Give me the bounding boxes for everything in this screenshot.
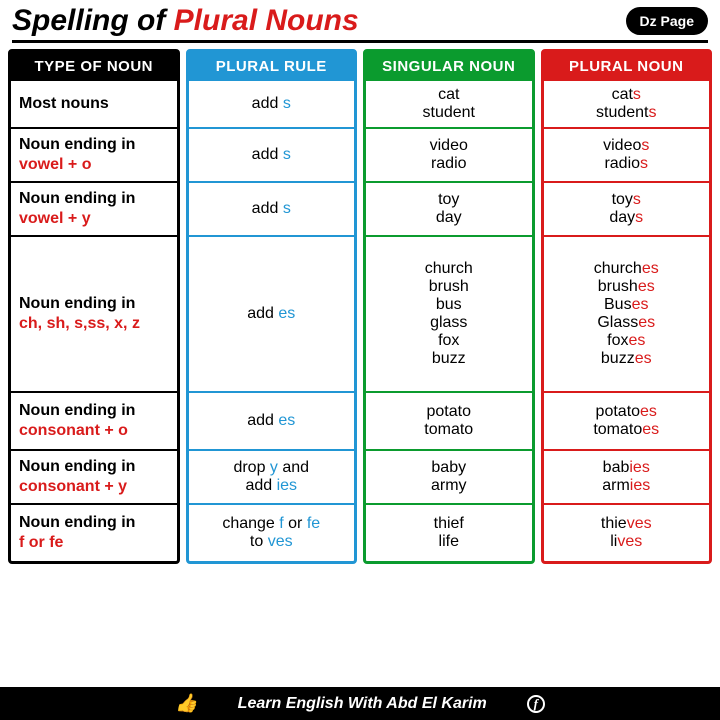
page-title: Spelling of Plural Nouns: [12, 4, 359, 38]
table: TYPE OF NOUN Most nounsNoun ending invow…: [0, 49, 720, 564]
singular-cell: babyarmy: [366, 451, 532, 505]
col-header: TYPE OF NOUN: [11, 52, 177, 81]
facebook-icon: f: [527, 695, 545, 713]
singular-cell: videoradio: [366, 129, 532, 183]
singular-cell: churchbrushbusglassfoxbuzz: [366, 237, 532, 393]
page-badge: Dz Page: [626, 7, 708, 35]
col-type: TYPE OF NOUN Most nounsNoun ending invow…: [8, 49, 180, 564]
footer: 👍 Learn English With Abd El Karim f: [0, 687, 720, 720]
singular-cell: potatotomato: [366, 393, 532, 451]
divider: [12, 40, 708, 43]
plural-cell: churchesbrushesBusesGlassesfoxesbuzzes: [544, 237, 710, 393]
plural-cell: catsstudents: [544, 81, 710, 129]
plural-cell: thieveslives: [544, 505, 710, 561]
rule-cell: add es: [189, 237, 355, 393]
plural-cell: potatoestomatoes: [544, 393, 710, 451]
type-cell: Most nouns: [11, 81, 177, 129]
type-cell: Noun ending invowel + y: [11, 183, 177, 237]
plural-cell: toysdays: [544, 183, 710, 237]
rule-cell: add s: [189, 81, 355, 129]
type-cell: Noun ending inconsonant + o: [11, 393, 177, 451]
col-header: PLURAL NOUN: [544, 52, 710, 81]
col-header: PLURAL RULE: [189, 52, 355, 81]
singular-cell: toyday: [366, 183, 532, 237]
rule-cell: drop y andadd ies: [189, 451, 355, 505]
type-cell: Noun ending inf or fe: [11, 505, 177, 561]
title-part-b: Plural Nouns: [174, 4, 359, 37]
rule-cell: add es: [189, 393, 355, 451]
rule-cell: add s: [189, 183, 355, 237]
type-cell: Noun ending invowel + o: [11, 129, 177, 183]
plural-cell: babiesarmies: [544, 451, 710, 505]
rule-cell: add s: [189, 129, 355, 183]
header: Spelling of Plural Nouns Dz Page: [0, 0, 720, 40]
singular-cell: catstudent: [366, 81, 532, 129]
footer-text: Learn English With Abd El Karim: [238, 695, 487, 713]
type-cell: Noun ending inch, sh, s,ss, x, z: [11, 237, 177, 393]
singular-cell: thieflife: [366, 505, 532, 561]
type-cell: Noun ending inconsonant + y: [11, 451, 177, 505]
col-header: SINGULAR NOUN: [366, 52, 532, 81]
col-singular: SINGULAR NOUN catstudentvideoradiotoyday…: [363, 49, 535, 564]
title-part-a: Spelling of: [12, 4, 174, 37]
col-plural: PLURAL NOUN catsstudentsvideosradiostoys…: [541, 49, 713, 564]
plural-cell: videosradios: [544, 129, 710, 183]
col-rule: PLURAL RULE add sadd sadd sadd esadd esd…: [186, 49, 358, 564]
rule-cell: change f or feto ves: [189, 505, 355, 561]
thumbs-up-icon: 👍: [175, 693, 197, 714]
